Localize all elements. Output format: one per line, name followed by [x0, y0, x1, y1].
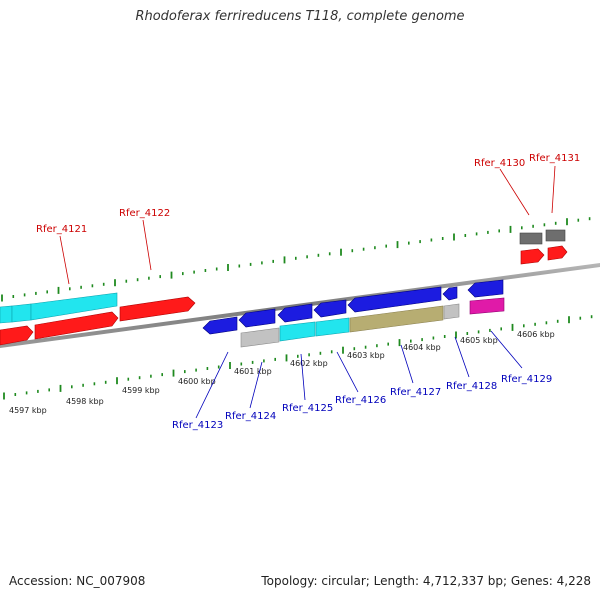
reverse-features [202, 279, 505, 348]
feature-box[interactable] [11, 303, 32, 323]
feature-arrow[interactable] [202, 316, 238, 335]
feature-box[interactable] [469, 297, 505, 315]
leader-line [551, 165, 556, 214]
scale-label: 4603 kbp [347, 351, 385, 360]
gene-label-rfer-4122[interactable]: Rfer_4122 [119, 208, 170, 219]
leader-line [59, 235, 70, 285]
leader-line [400, 344, 414, 384]
gene-label-rfer-4130[interactable]: Rfer_4130 [474, 158, 525, 169]
leader-line [300, 353, 306, 401]
feature-box[interactable] [315, 317, 350, 337]
leader-lines [59, 165, 556, 419]
scale-label: 4598 kbp [66, 397, 104, 406]
gene-labels: Rfer_4121 Rfer_4122 Rfer_4130 Rfer_4131 … [36, 153, 580, 431]
leader-line [454, 336, 470, 378]
gene-label-rfer-4131[interactable]: Rfer_4131 [529, 153, 580, 164]
gene-label-rfer-4121[interactable]: Rfer_4121 [36, 224, 87, 235]
feature-arrow[interactable] [313, 299, 347, 318]
scale-label: 4604 kbp [403, 343, 441, 352]
feature-arrow[interactable] [520, 248, 545, 265]
feature-arrow[interactable] [119, 296, 196, 322]
genome-summary: Topology: circular; Length: 4,712,337 bp… [261, 574, 591, 588]
scale-label: 4602 kbp [290, 359, 328, 368]
leader-line [336, 351, 359, 393]
leader-line [142, 219, 152, 271]
leader-line [499, 168, 530, 216]
feature-arrow[interactable] [34, 311, 119, 340]
map-title: Rhodoferax ferrireducens T118, complete … [135, 9, 465, 24]
scale-label: 4599 kbp [122, 386, 160, 395]
feature-box[interactable] [240, 327, 280, 348]
accession-label: Accession: NC_007908 [9, 574, 146, 588]
gene-label-rfer-4127[interactable]: Rfer_4127 [390, 387, 441, 398]
gene-label-rfer-4129[interactable]: Rfer_4129 [501, 374, 552, 385]
scale-labels: 4597 kbp 4598 kbp 4599 kbp 4600 kbp 4601… [9, 330, 555, 415]
feature-arrow[interactable] [0, 325, 34, 346]
feature-box[interactable] [349, 305, 444, 333]
feature-box[interactable] [0, 305, 13, 324]
feature-box[interactable] [30, 292, 118, 321]
gene-label-rfer-4125[interactable]: Rfer_4125 [282, 403, 333, 414]
feature-arrow[interactable] [467, 279, 504, 298]
feature-arrow[interactable] [277, 303, 313, 323]
feature-box[interactable] [519, 232, 543, 245]
forward-features [0, 229, 568, 346]
feature-arrow[interactable] [442, 286, 458, 301]
scale-label: 4601 kbp [234, 367, 272, 376]
reverse-tick-row [3, 315, 593, 400]
feature-box[interactable] [545, 229, 566, 242]
leader-line [249, 361, 263, 409]
feature-arrow[interactable] [238, 308, 276, 328]
leader-line [490, 330, 523, 369]
gene-label-rfer-4128[interactable]: Rfer_4128 [446, 381, 497, 392]
scale-label: 4606 kbp [517, 330, 555, 339]
leader-line [195, 351, 229, 419]
scale-label: 4605 kbp [460, 336, 498, 345]
scale-label: 4600 kbp [178, 377, 216, 386]
forward-tick-row [1, 217, 591, 302]
scale-label: 4597 kbp [9, 406, 47, 415]
gene-label-rfer-4123[interactable]: Rfer_4123 [172, 420, 223, 431]
gene-label-rfer-4124[interactable]: Rfer_4124 [225, 411, 276, 422]
feature-arrow[interactable] [347, 286, 442, 313]
feature-box[interactable] [443, 303, 460, 320]
gene-label-rfer-4126[interactable]: Rfer_4126 [335, 395, 386, 406]
feature-arrow[interactable] [547, 245, 568, 261]
feature-box[interactable] [279, 321, 316, 342]
